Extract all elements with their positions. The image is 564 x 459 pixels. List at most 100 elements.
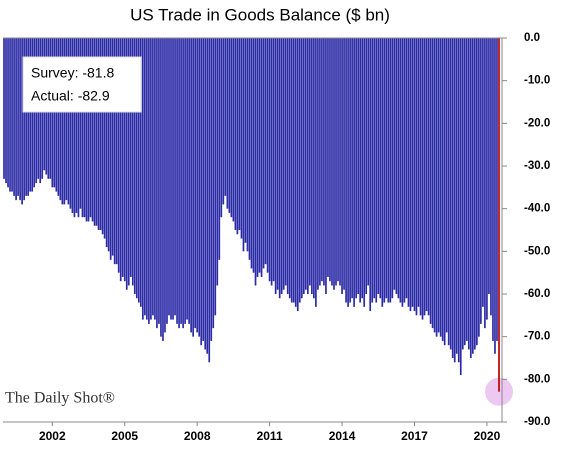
bar <box>83 38 86 218</box>
bar <box>15 38 17 201</box>
bar <box>262 38 265 269</box>
bar <box>429 38 432 324</box>
bar <box>284 38 287 286</box>
x-tick-label: 2002 <box>39 429 66 443</box>
bar <box>192 38 194 337</box>
bar <box>421 38 424 320</box>
bar <box>437 38 440 333</box>
bar <box>278 38 281 299</box>
bar <box>250 38 253 269</box>
bar <box>480 38 482 324</box>
bar <box>135 38 138 299</box>
bar <box>137 38 140 303</box>
bar <box>59 38 62 201</box>
bar <box>298 38 301 303</box>
bar <box>407 38 410 307</box>
bar <box>292 38 295 303</box>
bar <box>244 38 247 243</box>
y-tick-label: -20.0 <box>524 117 550 129</box>
chart-title: US Trade in Goods Balance ($ bn) <box>130 5 390 24</box>
bar <box>369 38 372 312</box>
bar <box>158 38 160 324</box>
bar <box>194 38 197 329</box>
bar <box>222 38 225 205</box>
bar <box>33 38 36 188</box>
bar <box>129 38 132 277</box>
bar <box>280 38 283 294</box>
bar <box>13 38 15 196</box>
bar <box>490 38 492 316</box>
bar <box>391 38 394 299</box>
bar <box>113 38 116 265</box>
bar <box>27 38 29 196</box>
bar <box>206 38 209 354</box>
bar <box>445 38 448 333</box>
bar <box>359 38 362 303</box>
bar <box>91 38 94 222</box>
bar <box>162 38 164 341</box>
bar <box>367 38 370 286</box>
y-tick-label: -90.0 <box>524 416 550 428</box>
bar <box>387 38 390 303</box>
bar <box>327 38 329 277</box>
y-tick-label: -60.0 <box>524 288 550 300</box>
bar <box>65 38 68 201</box>
bar <box>471 38 474 354</box>
bar <box>373 38 376 299</box>
bar <box>184 38 186 324</box>
bar <box>415 38 418 316</box>
bar <box>172 38 174 320</box>
bar <box>389 38 392 303</box>
y-tick-label: -70.0 <box>524 331 550 343</box>
bar <box>417 38 420 307</box>
bar <box>423 38 426 316</box>
bar <box>152 38 154 316</box>
bar <box>220 38 223 218</box>
bar <box>399 38 402 303</box>
bar <box>455 38 458 354</box>
bar <box>87 38 90 222</box>
bar <box>397 38 400 299</box>
source-background <box>2 386 120 410</box>
bar <box>3 38 5 179</box>
bar <box>170 38 172 320</box>
bar <box>146 38 148 320</box>
bar <box>268 38 271 282</box>
bar <box>425 38 428 312</box>
bar <box>228 38 231 213</box>
bar <box>313 38 315 299</box>
bar <box>256 38 259 277</box>
bar <box>355 38 357 299</box>
bar <box>127 38 130 286</box>
bar <box>25 38 27 196</box>
bar <box>178 38 180 329</box>
bar <box>79 38 82 209</box>
bar <box>200 38 203 346</box>
bar <box>276 38 279 290</box>
bar <box>75 38 78 213</box>
bar <box>254 38 257 286</box>
bar <box>144 38 146 316</box>
bar <box>150 38 152 320</box>
bar <box>325 38 327 294</box>
bar <box>51 38 54 188</box>
bar <box>311 38 313 294</box>
bar <box>383 38 386 303</box>
bar <box>224 38 227 196</box>
bar <box>226 38 229 209</box>
bar <box>210 38 213 341</box>
bar <box>395 38 398 294</box>
bar <box>288 38 291 299</box>
bar <box>315 38 317 307</box>
bar <box>449 38 452 350</box>
bar <box>290 38 293 303</box>
bar <box>304 38 307 290</box>
bar <box>467 38 470 350</box>
bar <box>164 38 166 333</box>
bar <box>180 38 182 324</box>
bar <box>93 38 96 226</box>
bar <box>105 38 108 248</box>
bar <box>234 38 237 230</box>
bar <box>216 38 219 286</box>
